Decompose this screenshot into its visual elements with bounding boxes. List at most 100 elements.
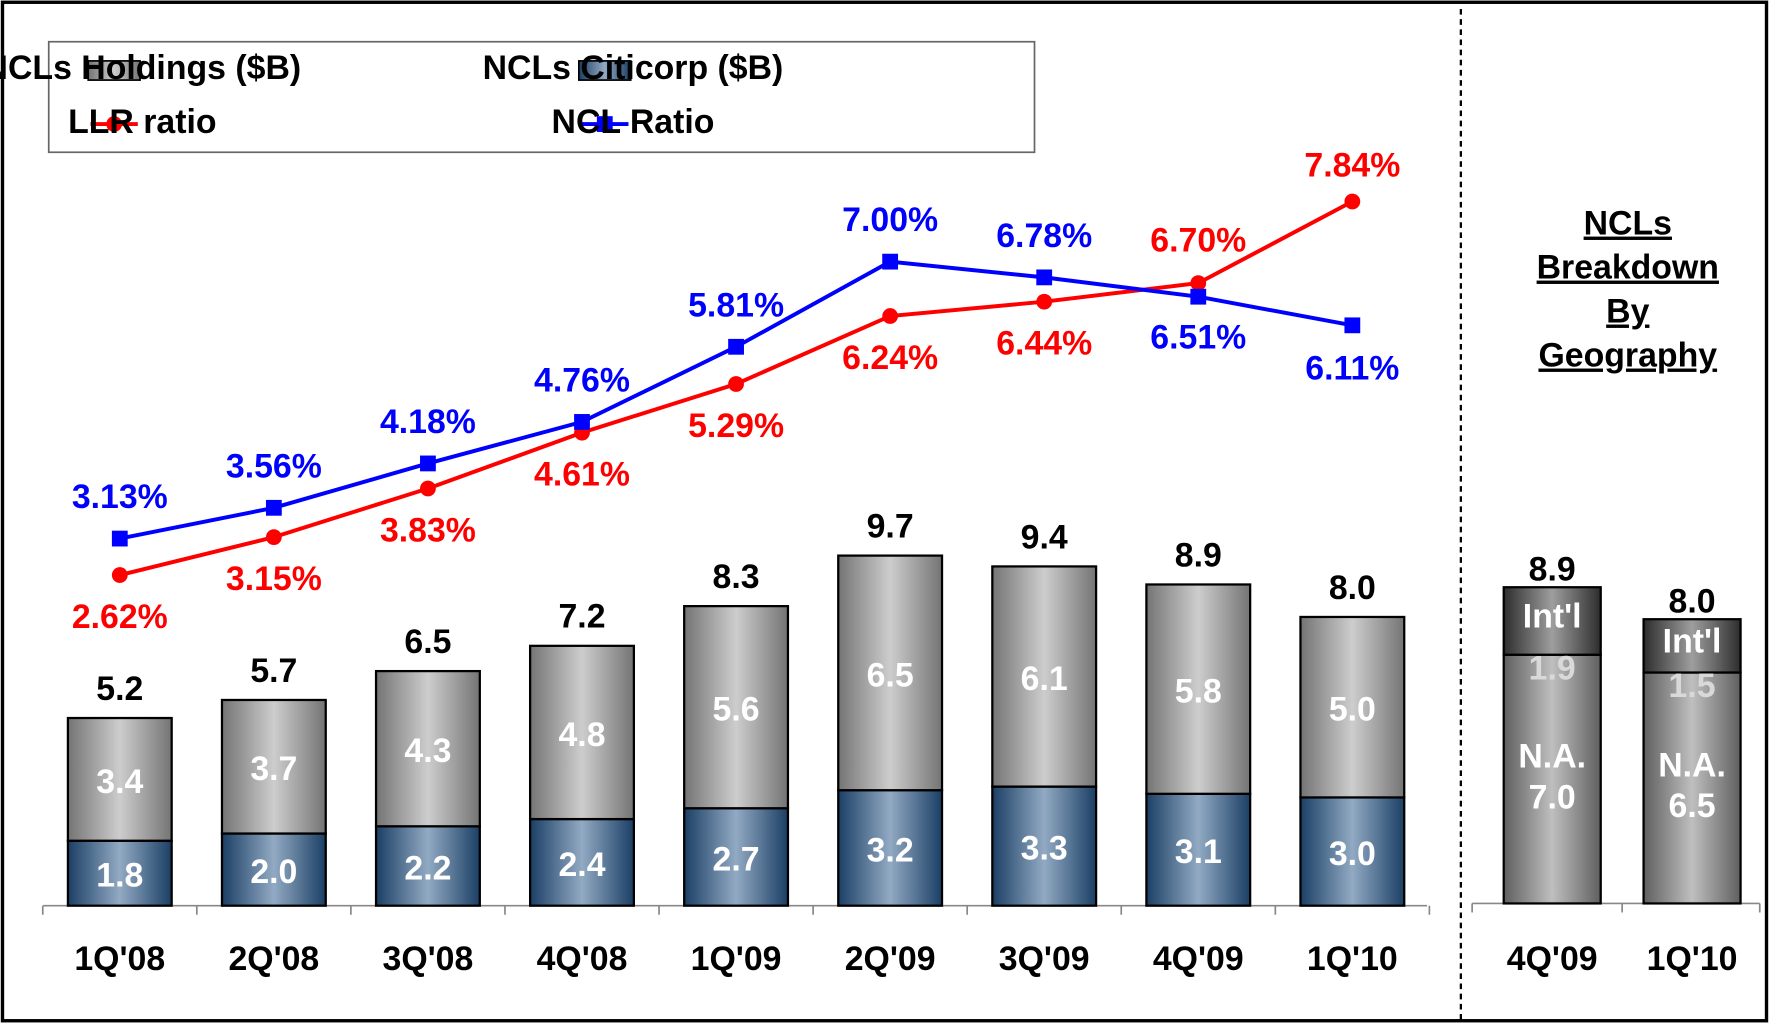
legend-swatch: [577, 60, 632, 81]
marker: [1344, 193, 1361, 210]
legend-label: LLR ratio: [68, 103, 216, 141]
segment-value: 7.0: [1529, 778, 1576, 816]
line-value-label: 3.83%: [380, 511, 476, 549]
line-value-label: 4.18%: [380, 403, 476, 441]
bar-segment: [220, 698, 327, 835]
segment-name: Int'l: [1523, 598, 1582, 636]
bar-value-label: 6.5: [867, 656, 914, 694]
marker: [1344, 317, 1361, 334]
bar-value-label: 2.4: [558, 846, 605, 884]
segment-value: 6.5: [1669, 787, 1716, 825]
marker: [111, 567, 128, 583]
x-tick-label: 1Q'08: [74, 940, 165, 978]
segment-name: N.A.: [1518, 738, 1586, 776]
x-tick-label: 4Q'08: [537, 940, 628, 978]
bar-total-label: 9.4: [1021, 518, 1068, 556]
marker: [1190, 275, 1207, 291]
line-value-label: 4.76%: [534, 361, 630, 399]
segment-name: Int'l: [1663, 623, 1722, 661]
x-tick-label: 3Q'09: [999, 940, 1090, 978]
bar-segment: [374, 669, 481, 828]
line-value-label: 6.11%: [1305, 349, 1399, 387]
bar-segment: [1145, 792, 1252, 907]
bar-total-label: 5.2: [96, 670, 143, 708]
line-value-label: 5.81%: [688, 286, 784, 324]
line-value-label: 2.62%: [72, 598, 168, 636]
line-value-label: 3.13%: [72, 478, 168, 516]
bar-segment: [1299, 615, 1406, 799]
bar-segment: [374, 825, 481, 907]
bar-segment: [837, 789, 944, 907]
marker: [882, 308, 899, 324]
geo-title-line: Breakdown: [1537, 249, 1719, 287]
bar-segment: [528, 644, 636, 821]
x-tick-label: 2Q'09: [845, 940, 936, 978]
bar-value-label: 2.0: [250, 853, 297, 891]
x-tick-label: 4Q'09: [1153, 940, 1244, 978]
bar-value-label: 3.2: [867, 831, 914, 869]
bar-value-label: 3.7: [250, 750, 297, 788]
bar-total-label: 8.9: [1175, 536, 1222, 574]
marker: [1036, 269, 1053, 286]
bar-segment: [66, 839, 173, 907]
line-value-label: 5.29%: [688, 407, 784, 445]
marker: [728, 338, 744, 355]
bar-total-label: 8.9: [1529, 550, 1576, 588]
line-value-label: 6.44%: [996, 325, 1092, 363]
segment-value: 1.5: [1669, 667, 1716, 705]
line-value-label: 7.84%: [1304, 147, 1400, 185]
bar-segment: [1502, 653, 1602, 905]
bar-segment: [1502, 586, 1602, 656]
bar-total-label: 8.3: [713, 558, 760, 596]
bar-segment: [1642, 618, 1742, 674]
line-value-label: 3.15%: [226, 560, 322, 598]
bar-segment: [528, 817, 636, 907]
bar-segment: [220, 832, 327, 907]
bar-segment: [991, 785, 1098, 907]
bar-total-label: 5.7: [250, 652, 297, 690]
bar-value-label: 3.0: [1329, 835, 1376, 873]
bar-total-label: 8.0: [1329, 569, 1376, 607]
marker: [1190, 288, 1207, 305]
legend-label: NCLs Citicorp ($B): [483, 49, 784, 87]
bar-segment: [837, 554, 944, 792]
marker: [111, 530, 128, 547]
legend-box: [47, 40, 1036, 154]
bar-total-label: 6.5: [404, 623, 451, 661]
legend-label: NCL Ratio: [552, 103, 715, 141]
bar-total-label: 9.7: [867, 507, 914, 545]
marker: [574, 414, 590, 430]
bar-total-label: 8.0: [1669, 582, 1716, 620]
marker: [420, 455, 436, 472]
geo-title: NCLs Breakdown By Geography: [1537, 205, 1719, 375]
line-value-label: 3.56%: [226, 447, 322, 485]
legend-marker: [106, 116, 123, 132]
bar-value-label: 5.8: [1175, 673, 1222, 711]
geo-title-line: By: [1606, 292, 1649, 330]
legend-swatch: [87, 60, 141, 81]
bar-segment: [1145, 583, 1252, 795]
bar-segment: [1642, 671, 1742, 905]
bar-value-label: 2.2: [404, 849, 451, 887]
x-tick-label: 1Q'10: [1307, 940, 1398, 978]
bar-value-label: 4.3: [404, 732, 451, 770]
bar-segment: [683, 605, 790, 810]
marker: [882, 253, 899, 270]
bar-value-label: 5.0: [1329, 691, 1376, 729]
line-value-label: 4.61%: [534, 456, 630, 494]
line-value-label: 6.24%: [842, 339, 938, 377]
marker: [265, 499, 282, 516]
segment-value: 1.9: [1529, 649, 1576, 687]
bar-value-label: 1.8: [96, 857, 143, 895]
geo-title-line: Geography: [1538, 336, 1717, 374]
x-tick-label: 1Q'10: [1647, 940, 1738, 978]
legend-label: NCLs Holdings ($B): [0, 49, 301, 87]
bar-value-label: 2.7: [713, 840, 760, 878]
bar-total-label: 7.2: [558, 598, 605, 636]
bar-value-label: 6.1: [1021, 660, 1068, 698]
segment-name: N.A.: [1658, 747, 1726, 785]
bar-value-label: 3.4: [96, 763, 143, 801]
x-tick-label: 3Q'08: [383, 940, 474, 978]
line-value-label: 6.78%: [996, 217, 1092, 255]
